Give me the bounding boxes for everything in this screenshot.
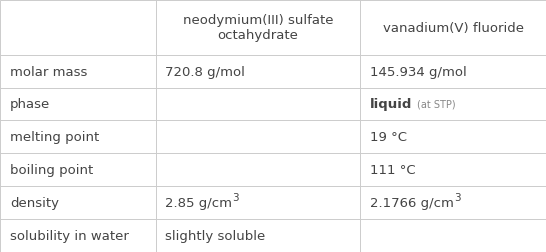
Text: 2.85 g/cm: 2.85 g/cm bbox=[165, 196, 233, 209]
Text: 3: 3 bbox=[233, 192, 239, 202]
Text: 111 °C: 111 °C bbox=[370, 164, 416, 177]
Text: molar mass: molar mass bbox=[10, 65, 87, 78]
Text: boiling point: boiling point bbox=[10, 164, 93, 177]
Text: neodymium(III) sulfate
octahydrate: neodymium(III) sulfate octahydrate bbox=[183, 14, 333, 42]
Text: 19 °C: 19 °C bbox=[370, 131, 407, 144]
Text: (at STP): (at STP) bbox=[417, 100, 455, 110]
Text: density: density bbox=[10, 196, 59, 209]
Text: 2.1766 g/cm: 2.1766 g/cm bbox=[370, 196, 454, 209]
Text: melting point: melting point bbox=[10, 131, 99, 144]
Text: 145.934 g/mol: 145.934 g/mol bbox=[370, 65, 467, 78]
Text: slightly soluble: slightly soluble bbox=[165, 229, 266, 242]
Text: solubility in water: solubility in water bbox=[10, 229, 129, 242]
Text: liquid: liquid bbox=[370, 98, 413, 111]
Text: vanadium(V) fluoride: vanadium(V) fluoride bbox=[383, 22, 524, 35]
Text: 720.8 g/mol: 720.8 g/mol bbox=[165, 65, 245, 78]
Text: phase: phase bbox=[10, 98, 50, 111]
Text: 3: 3 bbox=[454, 192, 461, 202]
